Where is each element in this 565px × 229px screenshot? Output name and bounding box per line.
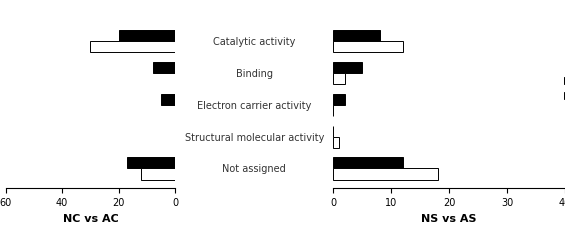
Bar bbox=[333, 74, 345, 85]
Text: Binding: Binding bbox=[236, 69, 273, 79]
Bar bbox=[90, 42, 175, 53]
Bar bbox=[127, 158, 175, 169]
X-axis label: NS vs AS: NS vs AS bbox=[421, 213, 477, 223]
Bar bbox=[333, 42, 403, 53]
Text: Electron carrier activity: Electron carrier activity bbox=[197, 100, 311, 110]
Bar bbox=[333, 63, 362, 74]
Legend: Increase, Decrease: Increase, Decrease bbox=[560, 73, 565, 105]
Text: Not assigned: Not assigned bbox=[223, 164, 286, 174]
Bar bbox=[141, 169, 175, 180]
Bar bbox=[333, 137, 339, 148]
Bar bbox=[119, 31, 175, 42]
Bar bbox=[333, 169, 437, 180]
Bar bbox=[333, 31, 380, 42]
X-axis label: NC vs AC: NC vs AC bbox=[63, 213, 118, 223]
Text: Catalytic activity: Catalytic activity bbox=[213, 37, 295, 47]
Bar bbox=[161, 94, 175, 105]
Bar bbox=[153, 63, 175, 74]
Bar bbox=[333, 94, 345, 105]
Bar bbox=[333, 158, 403, 169]
Text: Structural molecular activity: Structural molecular activity bbox=[185, 132, 324, 142]
